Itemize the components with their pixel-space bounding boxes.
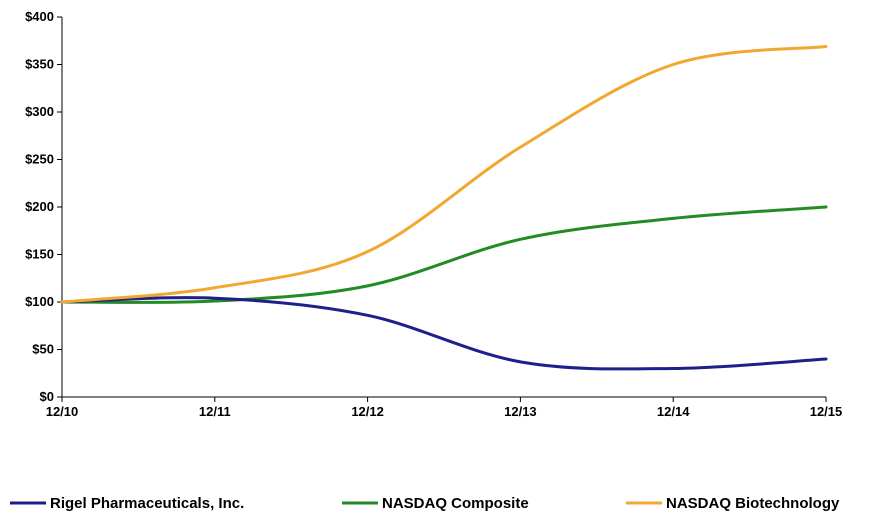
y-tick-label: $50 (32, 342, 54, 357)
x-tick-label: 12/13 (504, 404, 537, 419)
legend-label: Rigel Pharmaceuticals, Inc. (50, 495, 244, 512)
y-tick-label: $350 (25, 57, 54, 72)
series-line-nasdaq-composite (60, 205, 828, 304)
y-tick-label: $150 (25, 247, 54, 262)
x-tick-label: 12/11 (199, 404, 231, 419)
y-tick-label: $250 (25, 152, 54, 167)
y-tick-label: $0 (40, 389, 54, 404)
x-axis: 12/10 12/11 12/12 12/13 12/14 12/15 (46, 396, 843, 419)
y-axis: $0 $50 $100 $150 $200 $250 $300 $350 $400 (25, 9, 63, 404)
y-tick-label: $100 (25, 294, 54, 309)
legend-label: NASDAQ Biotechnology (666, 495, 840, 512)
legend-label: NASDAQ Composite (382, 495, 529, 512)
x-tick-label: 12/12 (351, 404, 384, 419)
y-tick-label: $400 (25, 9, 54, 24)
series-line-nasdaq-biotechnology (60, 44, 828, 304)
x-tick-label: 12/14 (657, 404, 690, 419)
y-tick-label: $200 (25, 199, 54, 214)
legend: Rigel Pharmaceuticals, Inc. NASDAQ Compos… (10, 495, 840, 512)
series-lines (60, 44, 828, 371)
x-tick-label: 12/10 (46, 404, 79, 419)
series-line-rigel-pharmaceuticals-inc (60, 296, 828, 371)
y-tick-label: $300 (25, 104, 54, 119)
x-tick-label: 12/15 (810, 404, 843, 419)
